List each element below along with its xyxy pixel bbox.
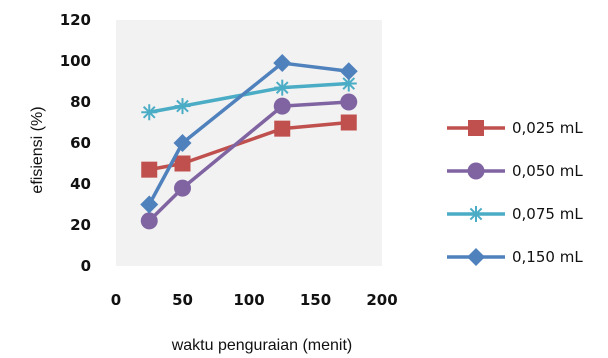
y-tick-label: 40 — [70, 175, 91, 193]
x-axis-ticks: 0 50 100 150 200 — [111, 291, 398, 309]
series-4 — [140, 54, 358, 214]
y-tick-label: 120 — [60, 11, 91, 29]
legend-marker — [468, 120, 484, 136]
data-point — [340, 75, 357, 92]
x-tick-label: 150 — [300, 291, 331, 309]
data-point — [173, 134, 192, 152]
series-3 — [141, 75, 357, 121]
legend-marker — [468, 206, 484, 222]
data-point — [340, 114, 357, 131]
x-tick-label: 100 — [233, 291, 264, 309]
legend-marker — [467, 248, 485, 266]
y-axis-ticks: 0 20 40 60 80 100 120 — [60, 11, 91, 275]
data-point — [141, 104, 158, 121]
series-line — [147, 61, 349, 206]
series-line — [148, 81, 349, 114]
x-tick-label: 0 — [111, 291, 121, 309]
legend-label: 0,150 mL — [512, 248, 583, 266]
series-2 — [140, 93, 358, 230]
legend-marker — [467, 162, 485, 180]
y-tick-label: 0 — [81, 257, 91, 275]
data-point — [140, 212, 158, 230]
data-point — [174, 179, 191, 197]
data-point — [273, 54, 292, 73]
legend-item: 0,075 mL — [447, 205, 583, 223]
x-tick-label: 200 — [366, 291, 397, 309]
x-axis-label: waktu penguraian (menit) — [171, 337, 353, 354]
data-point — [339, 62, 358, 81]
legend-item: 0,150 mL — [447, 248, 583, 266]
data-point — [340, 93, 358, 111]
series-line — [148, 100, 349, 223]
y-tick-label: 80 — [70, 93, 91, 111]
y-tick-label: 60 — [70, 134, 91, 152]
x-tick-label: 50 — [172, 291, 193, 309]
series-layer — [140, 54, 358, 230]
data-point — [174, 155, 191, 172]
data-point — [141, 161, 158, 178]
y-tick-label: 20 — [70, 216, 91, 234]
data-point — [174, 98, 191, 115]
data-point — [274, 120, 291, 137]
legend-item: 0,050 mL — [447, 162, 583, 180]
legend: 0,025 mL 0,050 mL 0,075 mL 0,150 mL — [447, 119, 583, 266]
data-point — [273, 97, 291, 115]
legend-item: 0,025 mL — [447, 119, 583, 137]
y-axis-label: efisiensi (%) — [29, 106, 46, 193]
data-point — [274, 79, 291, 96]
legend-label: 0,025 mL — [512, 119, 583, 137]
legend-label: 0,050 mL — [512, 162, 583, 180]
data-point — [140, 195, 159, 214]
y-tick-label: 100 — [60, 52, 91, 70]
plot-area — [116, 20, 382, 266]
legend-label: 0,075 mL — [512, 205, 583, 223]
